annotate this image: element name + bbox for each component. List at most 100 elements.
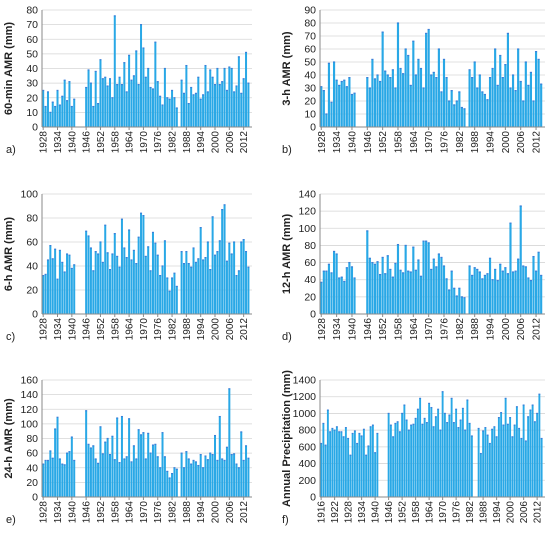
y-tick-label: 0 (32, 309, 38, 321)
bar (73, 264, 76, 314)
bar (156, 81, 159, 127)
x-tick-label: 1958 (110, 501, 121, 524)
x-tick-label: 1970 (139, 318, 150, 341)
bar (125, 456, 128, 497)
y-tick-label: 10 (26, 107, 38, 119)
x-tick-label: 1994 (486, 318, 497, 341)
bar (66, 453, 69, 497)
bar (348, 77, 351, 127)
bar (482, 430, 485, 497)
y-tick-label: 90 (304, 5, 316, 17)
x-tick-label: 2000 (501, 131, 512, 154)
bar (171, 278, 174, 314)
bar (190, 87, 193, 127)
bar (353, 278, 356, 314)
bar (473, 62, 476, 127)
bar (168, 99, 171, 127)
bar (228, 243, 231, 314)
bar (455, 409, 458, 497)
y-tick-label: 60 (26, 237, 38, 249)
bar (484, 427, 487, 497)
bar (376, 261, 379, 314)
bar (486, 435, 489, 497)
bar (499, 55, 502, 127)
bar (491, 279, 494, 314)
bar (116, 256, 119, 314)
bar (63, 464, 66, 497)
x-tick-label: 1976 (153, 501, 164, 524)
bar (113, 233, 116, 314)
bar (197, 465, 200, 497)
bar (216, 460, 219, 497)
bar (491, 68, 494, 127)
bar (350, 94, 354, 127)
bar (173, 467, 176, 497)
bar (460, 107, 463, 127)
bar (373, 264, 377, 314)
bar (335, 254, 338, 314)
bar (166, 471, 169, 497)
bar (85, 231, 88, 314)
bar (197, 258, 200, 314)
bar (58, 105, 61, 127)
bar (61, 464, 64, 497)
bar (537, 252, 540, 314)
bar (471, 77, 474, 127)
bar (73, 460, 76, 497)
x-tick-label: 1970 (424, 318, 435, 341)
x-tick-label: 2006 (225, 318, 236, 341)
bar (412, 424, 415, 497)
bar (173, 273, 176, 314)
bar (118, 462, 121, 497)
bar (89, 248, 92, 314)
bar (333, 430, 336, 497)
bar (381, 32, 384, 127)
x-tick-label: 1946 (82, 501, 93, 524)
bar (111, 436, 114, 497)
bar (481, 91, 484, 127)
x-tick-label: 1994 (486, 131, 497, 154)
bar (412, 41, 415, 128)
bar (412, 247, 415, 314)
x-tick-label: 2006 (225, 131, 236, 154)
bar (399, 68, 402, 127)
bar (379, 274, 382, 314)
bar (448, 290, 451, 314)
bar (379, 81, 382, 127)
bar (419, 398, 422, 497)
bar (140, 213, 143, 314)
bar (324, 445, 327, 497)
bar (187, 103, 190, 127)
bar (113, 459, 116, 497)
y-axis-label: 24-h AMR (mm) (3, 398, 15, 479)
x-tick-label: 1934 (53, 131, 64, 154)
bar (92, 445, 95, 497)
bar (104, 442, 107, 497)
bar (338, 278, 341, 314)
bar (518, 428, 521, 497)
y-tick-label: 600 (298, 441, 316, 453)
bar (335, 80, 338, 127)
bar (99, 426, 102, 497)
bar (458, 288, 461, 314)
bar (522, 405, 525, 497)
x-tick-label: 1988 (182, 501, 193, 524)
bar (468, 69, 471, 127)
bar (135, 263, 138, 314)
bar (519, 206, 522, 314)
bar (130, 260, 133, 314)
bar (44, 460, 47, 497)
bar (99, 242, 102, 314)
bar (384, 273, 387, 314)
y-tick-label: 50 (26, 48, 38, 60)
x-tick-label: 1976 (452, 501, 463, 524)
bar (432, 426, 435, 497)
bar (405, 420, 408, 497)
bar (349, 455, 352, 497)
bar (163, 68, 166, 127)
x-tick-label: 1982 (465, 501, 476, 524)
bar (335, 426, 338, 497)
bar (194, 93, 197, 127)
x-tick-label: 1970 (438, 501, 449, 524)
